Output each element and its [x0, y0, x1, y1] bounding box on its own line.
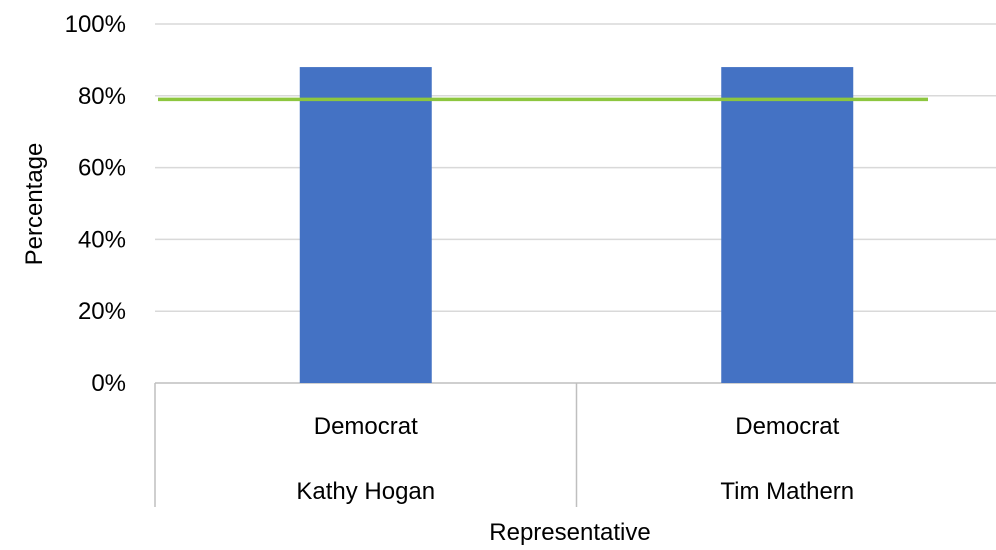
- bar: [299, 67, 432, 383]
- x-axis-title: Representative: [489, 519, 650, 546]
- y-tick-label: 0%: [91, 370, 126, 397]
- gridlines: [155, 23, 996, 384]
- category-party-label: Democrat: [735, 413, 839, 440]
- bars: [299, 67, 854, 383]
- y-tick-label: 80%: [78, 83, 126, 110]
- y-tick-label: 20%: [78, 298, 126, 325]
- x-axis: Democrat Kathy Hogan Democrat Tim Mathern: [154, 383, 854, 507]
- y-tick-label: 40%: [78, 226, 126, 253]
- y-axis-ticks: 0% 20% 40% 60% 80% 100%: [65, 11, 126, 397]
- y-tick-label: 60%: [78, 155, 126, 182]
- category-name-label: Kathy Hogan: [296, 478, 435, 505]
- bar: [721, 67, 854, 383]
- y-tick-label: 100%: [65, 11, 126, 38]
- category-name-label: Tim Mathern: [720, 478, 854, 505]
- y-axis-title: Percentage: [21, 143, 48, 266]
- category-party-label: Democrat: [314, 413, 418, 440]
